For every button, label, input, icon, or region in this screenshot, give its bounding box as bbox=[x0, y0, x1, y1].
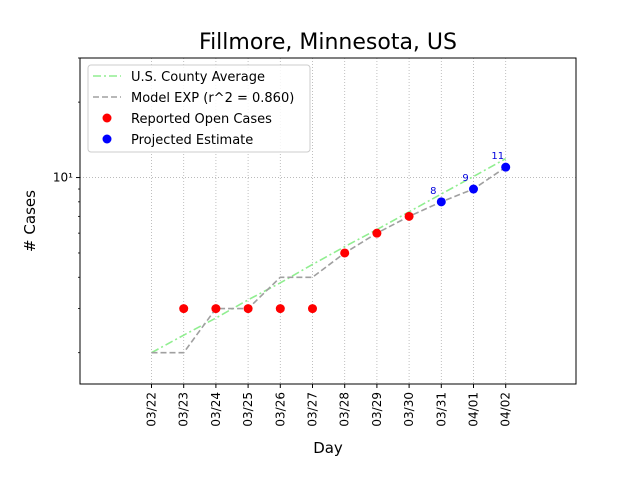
reported-open-cases-point bbox=[275, 304, 285, 314]
x-tick-label: 03/25 bbox=[241, 392, 255, 427]
x-tick-label: 04/02 bbox=[499, 392, 513, 427]
x-axis-label: Day bbox=[313, 439, 343, 457]
legend-label: Model EXP (r^2 = 0.860) bbox=[131, 91, 294, 106]
reported-open-cases-point bbox=[372, 228, 382, 238]
data-label: 9 bbox=[462, 173, 468, 184]
x-tick-label: 04/01 bbox=[467, 392, 481, 427]
projected-estimate-point bbox=[469, 184, 478, 194]
reported-open-cases-point bbox=[308, 304, 317, 314]
series-layer: 8 9 11 bbox=[151, 151, 511, 354]
legend-box bbox=[87, 64, 311, 153]
x-tick-label: 03/22 bbox=[145, 392, 159, 427]
y-axis: 10¹ bbox=[53, 57, 80, 354]
plot-frame bbox=[79, 57, 577, 385]
chart-title: Fillmore, Minnesota, US bbox=[199, 30, 457, 55]
reported-open-cases-point bbox=[211, 304, 221, 314]
reported-open-cases-point bbox=[340, 248, 350, 258]
x-tick-label: 03/24 bbox=[209, 392, 223, 427]
legend-swatch bbox=[102, 113, 112, 123]
x-tick-label: 03/31 bbox=[434, 392, 448, 427]
reported-open-cases-point bbox=[404, 211, 414, 221]
y-tick-label: 10¹ bbox=[53, 171, 73, 185]
legend: U.S. County Average Model EXP (r^2 = 0.86… bbox=[87, 64, 311, 153]
x-tick-label: 03/27 bbox=[306, 392, 320, 427]
reported-open-cases-point bbox=[179, 304, 189, 314]
data-label: 8 bbox=[430, 186, 436, 197]
reported-open-cases-point bbox=[243, 304, 253, 314]
legend-label: Reported Open Cases bbox=[131, 112, 272, 127]
model-exp-r-2-0-860-line bbox=[151, 166, 507, 354]
x-tick-label: 03/23 bbox=[177, 392, 191, 427]
data-label: 11 bbox=[491, 151, 504, 162]
legend-label: Projected Estimate bbox=[131, 133, 253, 148]
u-s-county-average-line bbox=[151, 157, 507, 354]
x-tick-label: 03/30 bbox=[402, 392, 416, 427]
projected-estimate-point bbox=[501, 162, 511, 172]
legend-swatch bbox=[102, 134, 112, 144]
x-tick-label: 03/26 bbox=[273, 392, 287, 427]
legend-label: U.S. County Average bbox=[131, 70, 265, 85]
x-axis: 03/22 03/23 03/24 03/25 03/26 03/27 03/28 03/29… bbox=[145, 384, 513, 427]
x-tick-label: 03/29 bbox=[370, 392, 384, 427]
x-tick-label: 03/28 bbox=[338, 392, 352, 427]
y-axis-label: # Cases bbox=[21, 190, 39, 252]
projected-estimate-point bbox=[436, 197, 446, 207]
